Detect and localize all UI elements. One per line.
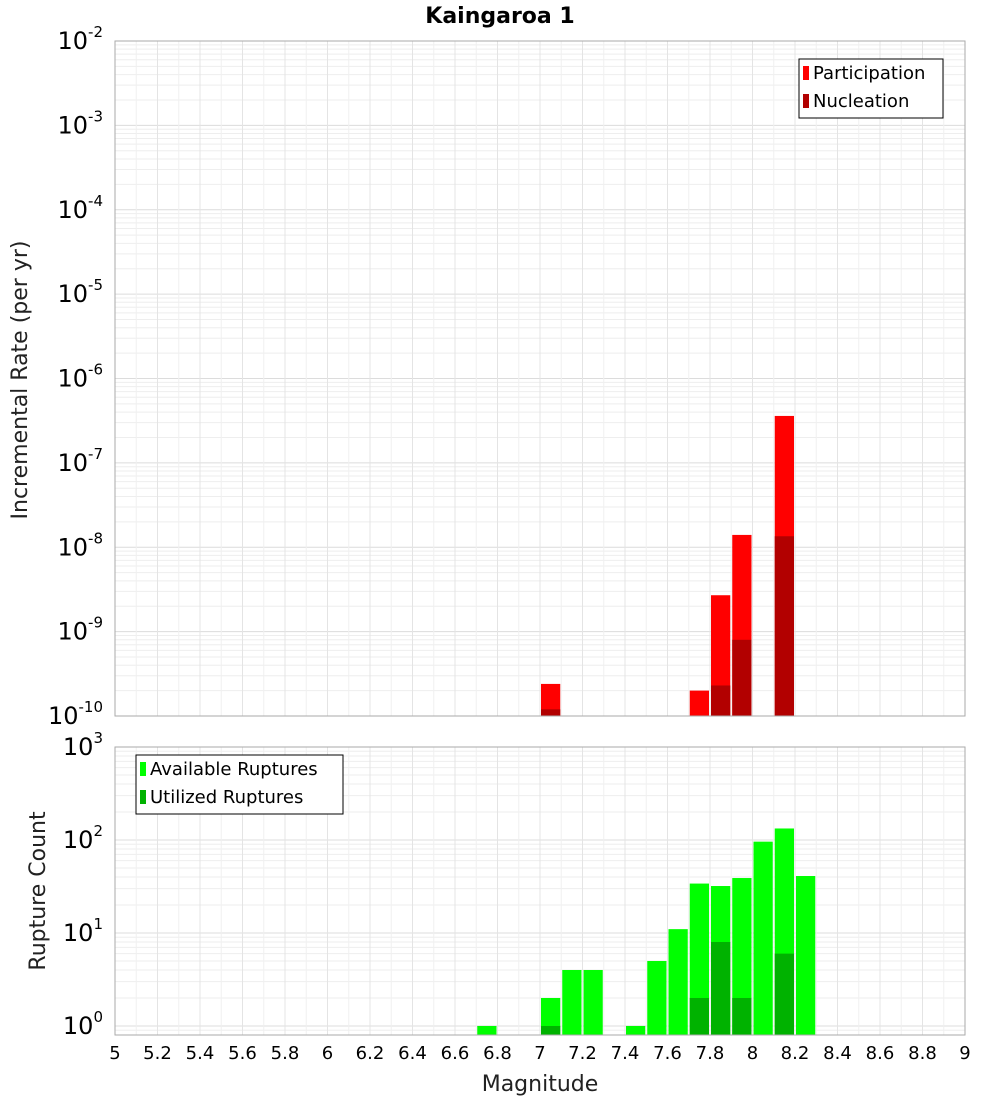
legend-swatch (803, 94, 809, 108)
y-tick-label: 101 (63, 915, 103, 947)
bar-available-ruptures (796, 876, 816, 1035)
bar-available-ruptures (753, 841, 773, 1035)
x-tick-label: 8.4 (823, 1043, 852, 1064)
x-tick-label: 7.6 (653, 1043, 682, 1064)
legend-box (798, 58, 944, 119)
bar-available-ruptures (668, 929, 688, 1035)
x-tick-label: 7.8 (696, 1043, 725, 1064)
bar-nucleation (541, 709, 561, 716)
x-tick-label: 6 (322, 1043, 333, 1064)
legend-label: Nucleation (813, 91, 909, 112)
x-tick-label: 7.4 (611, 1043, 640, 1064)
legend-label: Participation (813, 63, 925, 84)
plot-frame (114, 40, 966, 717)
x-tick-label: 6.6 (441, 1043, 470, 1064)
bar-available-ruptures (732, 878, 752, 1035)
y-tick-label: 103 (63, 729, 103, 761)
x-tick-label: 8.8 (908, 1043, 937, 1064)
bar-available-ruptures (477, 1025, 497, 1035)
x-tick-label: 5.4 (186, 1043, 215, 1064)
bar-utilized-ruptures (732, 997, 752, 1035)
x-axis-label: Magnitude (482, 1072, 599, 1097)
x-tick-label: 5 (109, 1043, 120, 1064)
bar-participation (541, 683, 561, 716)
bar-available-ruptures (647, 960, 667, 1035)
x-tick-label: 8.2 (781, 1043, 810, 1064)
y-tick-label: 10-10 (48, 698, 103, 730)
x-tick-label: 7.2 (568, 1043, 597, 1064)
x-tick-label: 5.6 (228, 1043, 257, 1064)
chart-title: Kaingaroa 1 (425, 4, 574, 29)
bar-utilized-ruptures (541, 1025, 561, 1035)
bar-available-ruptures (562, 969, 582, 1035)
bar-utilized-ruptures (689, 997, 709, 1035)
bar-available-ruptures (541, 997, 561, 1035)
bar-nucleation (774, 536, 794, 716)
legend-label: Utilized Ruptures (150, 787, 303, 808)
y-tick-label: 100 (63, 1008, 103, 1040)
x-tick-label: 5.8 (271, 1043, 300, 1064)
y-tick-label: 102 (63, 822, 103, 854)
bar-available-ruptures (583, 969, 603, 1035)
bar-nucleation (732, 639, 752, 716)
count-panel: 100 101 102 103 Available Ruptures Utilized R… (63, 729, 966, 1040)
x-tick-label: 5.2 (143, 1043, 172, 1064)
legend-swatch (803, 66, 809, 80)
y-tick-label: 10-4 (57, 192, 103, 224)
bar-nucleation (711, 685, 731, 716)
x-tick-label: 8.6 (866, 1043, 895, 1064)
x-tick-label: 9 (959, 1043, 970, 1064)
x-tick-label: 6.2 (356, 1043, 385, 1064)
legend-label: Available Ruptures (150, 759, 318, 780)
y-tick-label: 10-8 (57, 529, 103, 561)
legend-swatch (140, 762, 146, 776)
y-tick-label: 10-9 (57, 614, 103, 646)
count-y-axis-label: Rupture Count (26, 811, 51, 971)
rate-panel: 10-10 10-9 10-8 10-7 10-6 10-5 10-4 10-3 10-2 Par… (48, 23, 966, 730)
bar-utilized-ruptures (774, 953, 794, 1035)
x-tick-label: 6.8 (483, 1043, 512, 1064)
legend-box (135, 754, 344, 815)
rate-y-axis-label: Incremental Rate (per yr) (8, 241, 33, 520)
y-tick-label: 10-3 (57, 107, 103, 139)
y-tick-label: 10-2 (57, 23, 103, 55)
x-axis-ticks: 5 5.2 5.4 5.6 5.8 6 6.2 6.4 6.6 6.8 7 7.2 7.4 7.6 7.8 8… (109, 1043, 970, 1064)
y-tick-label: 10-5 (57, 276, 103, 308)
bar-available-ruptures (689, 883, 709, 1035)
bar-participation (689, 690, 709, 716)
x-tick-label: 6.4 (398, 1043, 427, 1064)
plot-frame (114, 746, 966, 1036)
y-tick-label: 10-7 (57, 445, 103, 477)
x-tick-label: 7 (534, 1043, 545, 1064)
x-tick-label: 8 (747, 1043, 758, 1064)
y-tick-label: 10-6 (57, 361, 103, 393)
bar-available-ruptures (626, 1025, 646, 1035)
legend-swatch (140, 790, 146, 804)
bar-utilized-ruptures (711, 942, 731, 1035)
